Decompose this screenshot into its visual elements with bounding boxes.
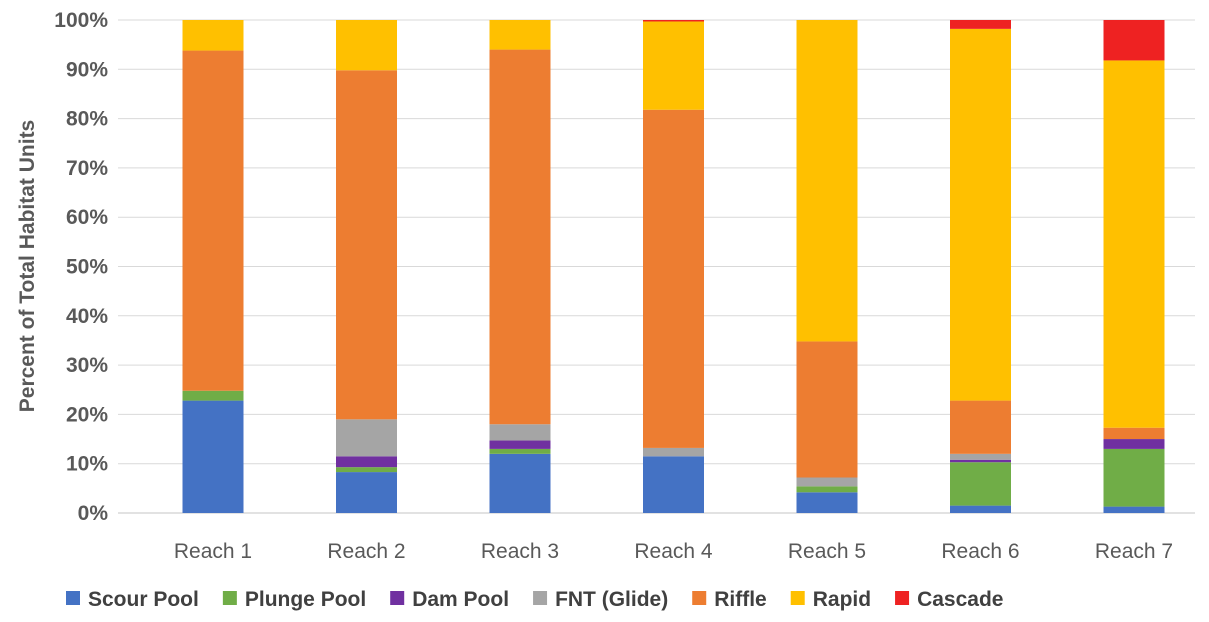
y-tick-label: 20% bbox=[66, 403, 108, 426]
bar-segment bbox=[489, 20, 551, 50]
bar-segment bbox=[182, 400, 244, 513]
x-tick-label: Reach 7 bbox=[1095, 540, 1173, 563]
legend-swatch bbox=[533, 591, 548, 605]
legend-swatch bbox=[895, 591, 910, 605]
bar-segment bbox=[1103, 448, 1165, 507]
bar-segment bbox=[1103, 20, 1165, 61]
legend-entry: FNT (Glide) bbox=[555, 588, 668, 611]
bar-segment bbox=[950, 28, 1011, 401]
y-axis-label: Percent of Total Habitat Units bbox=[16, 120, 39, 412]
bar-segment bbox=[643, 20, 704, 22]
bar-segment bbox=[950, 462, 1011, 506]
bar-segment bbox=[489, 424, 551, 441]
bar-segment bbox=[336, 467, 397, 473]
bar-segment bbox=[336, 70, 397, 420]
bar-segment bbox=[489, 440, 551, 449]
bar-segment bbox=[796, 341, 858, 478]
bar-segment bbox=[950, 453, 1011, 460]
bar-segment bbox=[336, 472, 397, 513]
bar-segment bbox=[950, 459, 1011, 463]
bar-segment bbox=[643, 447, 704, 457]
bar-segment bbox=[1103, 427, 1165, 440]
bar-segment bbox=[796, 477, 858, 487]
y-tick-label: 100% bbox=[54, 9, 108, 32]
x-tick-label: Reach 2 bbox=[327, 540, 405, 563]
bar-segment bbox=[182, 20, 244, 51]
legend-entry: Dam Pool bbox=[412, 588, 509, 611]
y-tick-labels: 0% 10% 20% 30% 40% 50% 60% 70% 80% 90% 100% bbox=[54, 9, 108, 525]
legend-swatch bbox=[790, 591, 805, 605]
y-tick-label: 60% bbox=[66, 206, 108, 229]
legend-swatch bbox=[66, 591, 80, 605]
y-tick-label: 40% bbox=[66, 305, 108, 328]
bar-segment bbox=[489, 49, 551, 425]
bar-segment bbox=[1103, 60, 1165, 428]
y-tick-label: 0% bbox=[78, 502, 109, 525]
y-tick-label: 80% bbox=[66, 108, 108, 131]
bar-segment bbox=[489, 448, 551, 454]
bar-segment bbox=[182, 390, 244, 401]
x-tick-label: Reach 4 bbox=[634, 540, 713, 563]
legend-swatch bbox=[222, 591, 237, 605]
legend-entry: Plunge Pool bbox=[245, 588, 366, 611]
bar-segment bbox=[1103, 506, 1165, 513]
x-tick-label: Reach 3 bbox=[481, 540, 559, 563]
bar-segment bbox=[643, 109, 704, 448]
y-tick-label: 10% bbox=[66, 453, 108, 476]
bar-segment bbox=[1103, 439, 1165, 449]
legend-entry: Scour Pool bbox=[88, 588, 199, 611]
bar-segment bbox=[643, 21, 704, 110]
x-tick-label: Reach 5 bbox=[788, 540, 866, 563]
legend-swatch bbox=[692, 591, 707, 605]
bars bbox=[182, 20, 1165, 513]
y-tick-label: 30% bbox=[66, 354, 108, 377]
legend-entry: Cascade bbox=[917, 588, 1003, 611]
legend-swatch bbox=[390, 591, 405, 605]
bar-segment bbox=[182, 50, 244, 391]
bar-segment bbox=[796, 486, 858, 493]
bar-segment bbox=[796, 492, 858, 513]
bar-segment bbox=[336, 419, 397, 457]
legend-entry: Riffle bbox=[714, 588, 767, 611]
x-tick-label: Reach 1 bbox=[174, 540, 252, 563]
legend-entry: Rapid bbox=[813, 588, 871, 611]
x-tick-labels: Reach 1 Reach 2 Reach 3 Reach 4 Reach 5 Reach… bbox=[174, 540, 1173, 563]
y-tick-label: 70% bbox=[66, 157, 108, 180]
bar-segment bbox=[796, 20, 858, 342]
bar-segment bbox=[950, 505, 1011, 513]
y-tick-label: 50% bbox=[66, 256, 108, 279]
bar-segment bbox=[336, 456, 397, 468]
bar-segment bbox=[336, 20, 397, 71]
legend: Scour Pool Plunge Pool Dam Pool FNT (Glide)… bbox=[66, 588, 1003, 611]
bar-segment bbox=[950, 400, 1011, 454]
y-tick-label: 90% bbox=[66, 58, 108, 81]
x-tick-label: Reach 6 bbox=[941, 540, 1019, 563]
bar-segment bbox=[489, 453, 551, 513]
bar-segment bbox=[950, 20, 1011, 29]
bar-segment bbox=[643, 456, 704, 513]
